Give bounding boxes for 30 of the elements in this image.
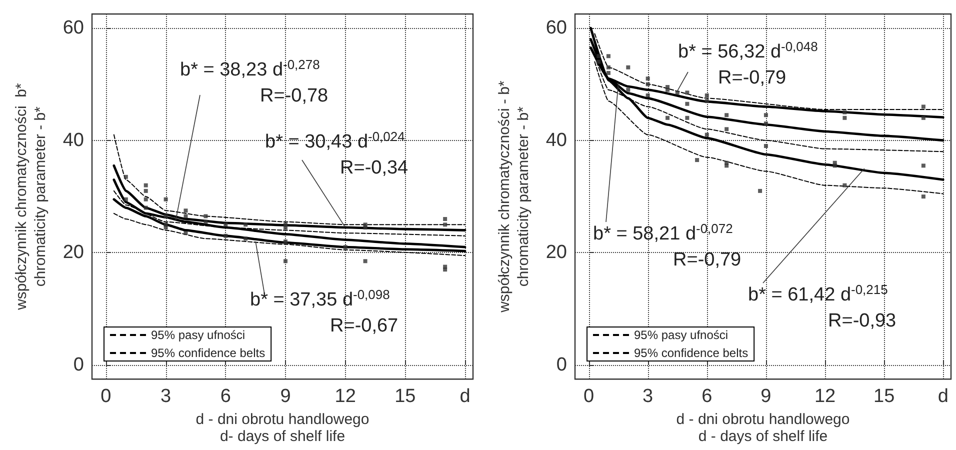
y-tick-label: 40 (546, 130, 567, 151)
y-tick-label: 60 (546, 18, 567, 39)
x-tick-label: d (938, 386, 948, 408)
x-tick-label: 15 (394, 386, 416, 408)
y-tick-label: 40 (62, 130, 84, 151)
y-tick-label: 20 (62, 242, 84, 264)
x-tick-label: 0 (100, 386, 112, 408)
x-tick-label: d (460, 386, 470, 408)
y-tick-label: 20 (546, 242, 567, 264)
x-tick-label: 3 (160, 386, 172, 408)
x-tick-label: 6 (702, 386, 712, 408)
y-tick-label: 0 (73, 354, 84, 376)
x-axis-title: d - dni obrotu handlowego d- days of shelf life (196, 411, 370, 445)
legend-label: 95% confidence belts (151, 346, 266, 360)
x-tick-label: 12 (334, 386, 356, 408)
legend-label: 95% confidence belts (634, 346, 748, 360)
x-tick-label: 6 (220, 386, 231, 408)
x-tick-label: 12 (814, 386, 836, 408)
x-tick-label: 0 (583, 386, 594, 408)
y-tick-label: 60 (62, 18, 84, 39)
x-tick-label: 9 (760, 386, 772, 408)
x-tick-label: 15 (874, 386, 895, 408)
y-axis-title: współczynnik chromatyczności - b* chromaticity parameter - b* (496, 80, 532, 314)
legend-label: 95% pasy ufności (151, 328, 246, 342)
y-tick-label: 0 (556, 354, 567, 376)
legend-label: 95% pasy ufności (634, 328, 728, 342)
x-axis-title: d - dni obrotu handlowego d - days of shelf life (676, 411, 850, 445)
x-tick-label: 9 (280, 386, 291, 408)
y-axis-title: współczynnik chromatyczności b* chromaticity parameter - b* (13, 83, 49, 311)
x-tick-label: 3 (642, 386, 654, 408)
